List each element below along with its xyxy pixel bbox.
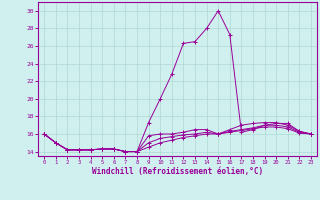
X-axis label: Windchill (Refroidissement éolien,°C): Windchill (Refroidissement éolien,°C) xyxy=(92,167,263,176)
